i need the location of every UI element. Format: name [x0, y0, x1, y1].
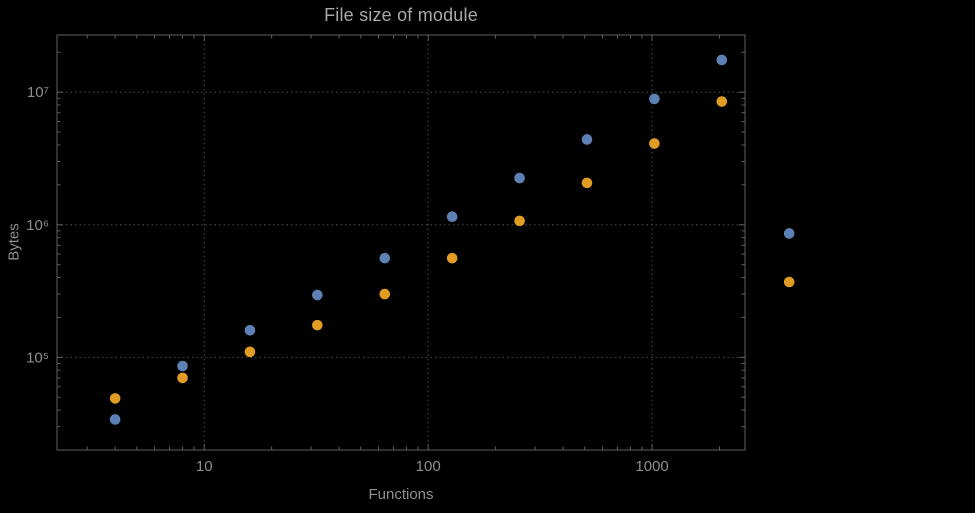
- data-point-orange: [244, 346, 256, 358]
- x-axis-label: Functions: [368, 486, 434, 503]
- data-point-blue: [379, 252, 391, 264]
- data-point-blue: [716, 54, 728, 66]
- y-tick-label: 10⁷: [27, 84, 49, 101]
- chart-title: File size of module: [324, 5, 478, 25]
- data-point-orange: [312, 319, 323, 331]
- data-point-orange: [514, 215, 525, 227]
- data-point-orange: [783, 276, 795, 288]
- data-point-blue: [177, 360, 188, 372]
- data-point-blue: [109, 414, 121, 425]
- data-point-blue: [244, 324, 256, 336]
- data-point-blue: [312, 289, 323, 301]
- data-point-orange: [177, 372, 188, 384]
- x-tick-label: 1000: [635, 458, 668, 475]
- plot-frame: [56, 34, 746, 451]
- x-tick-label: 10: [196, 458, 213, 475]
- data-point-orange: [716, 96, 728, 107]
- data-point-orange: [379, 288, 391, 300]
- x-tick-label: 100: [416, 458, 441, 475]
- data-point-blue: [514, 172, 525, 184]
- data-point-orange: [649, 138, 660, 149]
- y-tick-label: 10⁶: [26, 217, 49, 234]
- data-point-blue: [446, 211, 458, 223]
- data-point-orange: [446, 252, 458, 264]
- data-point-orange: [581, 177, 593, 189]
- data-point-blue: [581, 134, 593, 145]
- data-point-blue: [649, 93, 660, 105]
- data-point-orange: [109, 393, 121, 404]
- data-point-blue: [783, 228, 795, 239]
- y-tick-label: 10⁵: [26, 349, 49, 366]
